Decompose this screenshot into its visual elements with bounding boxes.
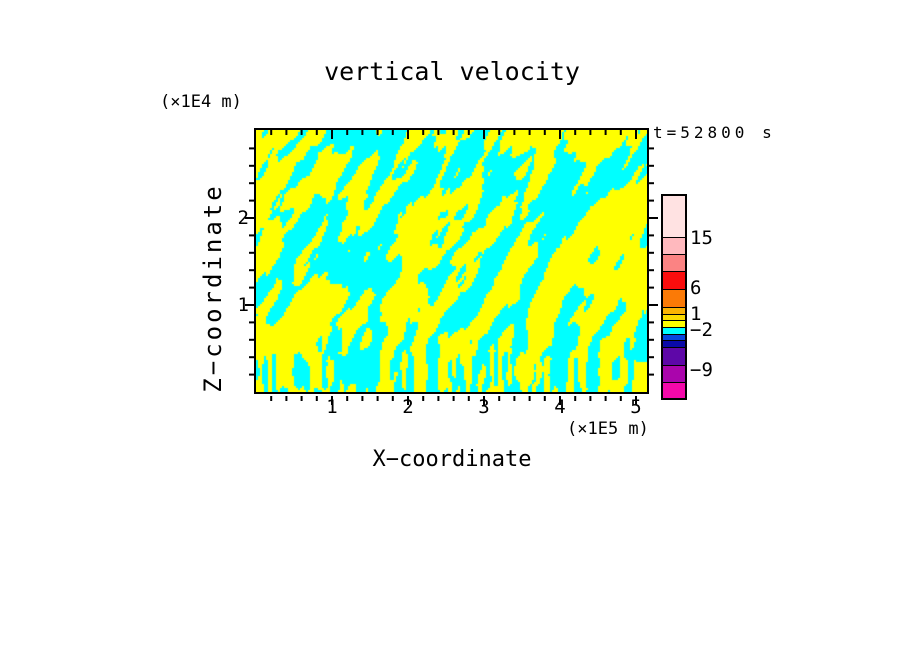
colorbar-border xyxy=(661,194,687,400)
colorbar-label-−2: −2 xyxy=(690,319,713,341)
colorbar-label-−9: −9 xyxy=(690,359,713,381)
colorbar-segment-9 xyxy=(663,335,685,341)
colorbar-segment-12 xyxy=(663,366,685,383)
z-axis-label: Z−coordinate xyxy=(199,183,227,393)
z-tick-label-2: 2 xyxy=(237,207,249,229)
colorbar-label-15: 15 xyxy=(690,227,713,249)
colorbar-segment-3 xyxy=(663,272,685,290)
x-tick-label-2: 2 xyxy=(402,396,414,418)
colorbar-segment-13 xyxy=(663,383,685,398)
x-tick-label-5: 5 xyxy=(630,396,642,418)
plot-area xyxy=(254,128,649,394)
colorbar-segment-2 xyxy=(663,255,685,272)
page-title: vertical velocity xyxy=(324,57,580,86)
colorbar-segment-5 xyxy=(663,308,685,315)
velocity-field-heatmap xyxy=(256,130,647,392)
x-axis-unit: (×1E5 m) xyxy=(567,419,649,439)
colorbar-segment-1 xyxy=(663,238,685,255)
colorbar-segment-10 xyxy=(663,341,685,348)
time-annotation: t=52800 s xyxy=(653,123,776,142)
colorbar-segment-7 xyxy=(663,321,685,328)
colorbar-segment-8 xyxy=(663,328,685,335)
colorbar-label-1: 1 xyxy=(690,303,702,325)
x-tick-label-3: 3 xyxy=(478,396,490,418)
colorbar xyxy=(661,194,687,400)
z-axis-unit: (×1E4 m) xyxy=(160,92,242,112)
colorbar-segment-4 xyxy=(663,290,685,308)
x-tick-label-4: 4 xyxy=(554,396,566,418)
colorbar-label-6: 6 xyxy=(690,277,702,299)
x-tick-label-1: 1 xyxy=(326,396,338,418)
colorbar-segment-6 xyxy=(663,315,685,321)
z-tick-label-1: 1 xyxy=(237,294,249,316)
x-axis-label: X−coordinate xyxy=(372,447,532,472)
colorbar-segment-0 xyxy=(663,196,685,238)
colorbar-segment-11 xyxy=(663,348,685,366)
